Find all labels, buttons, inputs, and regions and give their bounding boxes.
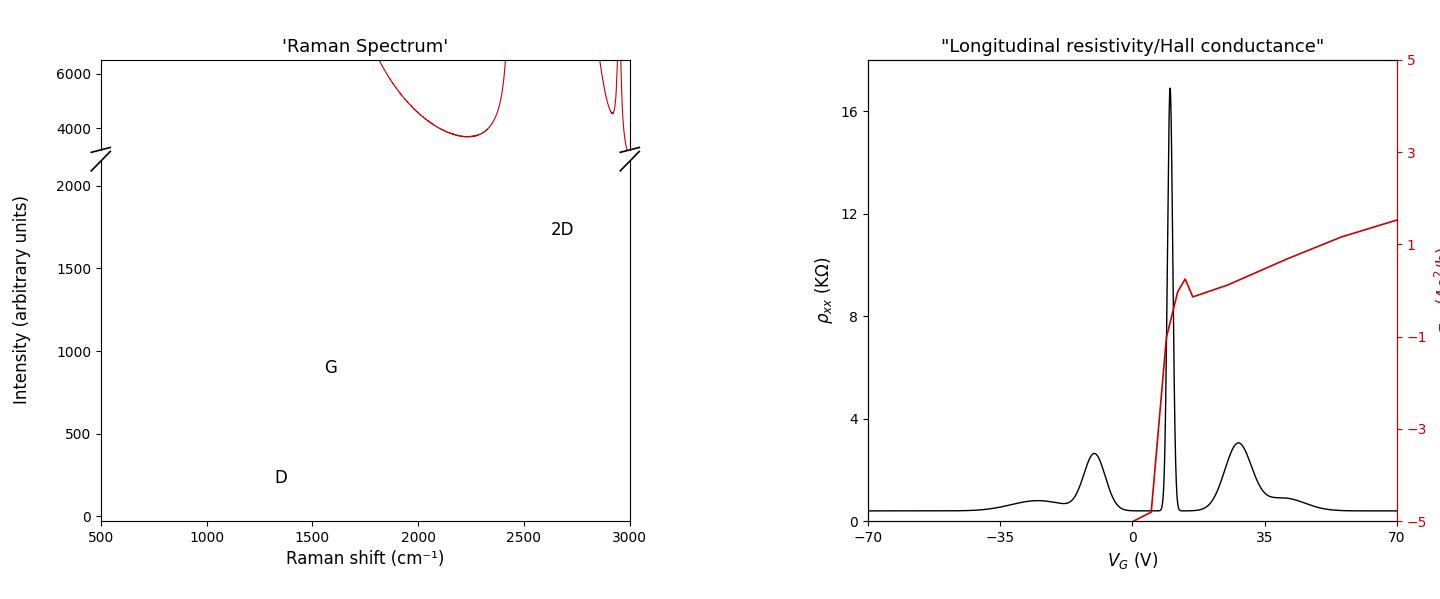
Y-axis label: $\sigma_{xy}\ \mathrm{(4e^2/h)}$: $\sigma_{xy}\ \mathrm{(4e^2/h)}$ (1433, 246, 1440, 335)
Text: D: D (274, 469, 287, 487)
Title: "Longitudinal resistivity/Hall conductance": "Longitudinal resistivity/Hall conductan… (940, 38, 1323, 56)
X-axis label: $V_G$ (V): $V_G$ (V) (1107, 550, 1158, 571)
X-axis label: Raman shift (cm⁻¹): Raman shift (cm⁻¹) (287, 550, 445, 568)
Y-axis label: $\rho_{xx}\ \mathrm{(K\Omega)}$: $\rho_{xx}\ \mathrm{(K\Omega)}$ (812, 257, 835, 324)
Text: 2D: 2D (550, 221, 573, 239)
Text: G: G (324, 359, 337, 377)
Text: Intensity (arbitrary units): Intensity (arbitrary units) (13, 195, 30, 404)
Title: 'Raman Spectrum': 'Raman Spectrum' (282, 38, 448, 56)
